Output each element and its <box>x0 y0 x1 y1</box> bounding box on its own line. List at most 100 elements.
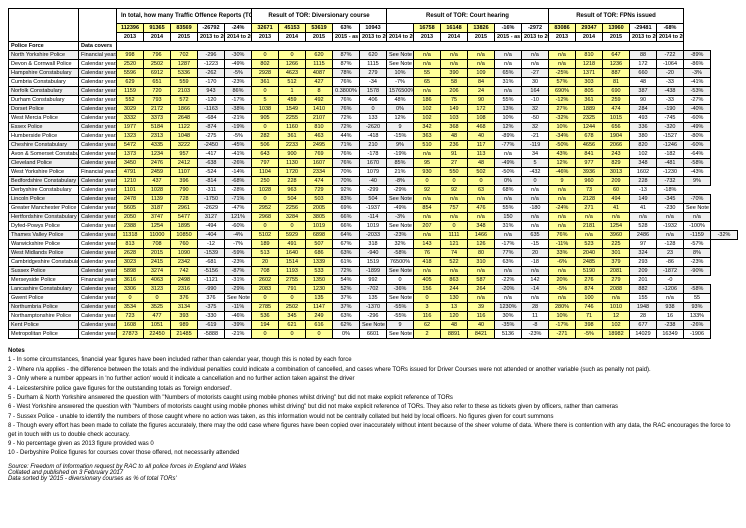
data-covers-cell: Calendar years <box>79 285 117 294</box>
data-cell: 3525 <box>144 303 171 312</box>
data-cell: 87% <box>333 51 360 60</box>
data-cell: 2602 <box>252 276 279 285</box>
data-cell: 21% <box>387 168 414 177</box>
data-cell: -23% <box>684 258 711 267</box>
force-cell: Thames Valley Police <box>9 231 79 240</box>
data-cell: 635 <box>522 231 549 240</box>
table-row: Gwent PoliceCalendar years00376376See No… <box>9 294 738 303</box>
data-cell: n/a <box>657 213 684 222</box>
data-cell: 522 <box>441 258 468 267</box>
data-cell: 2476 <box>144 159 171 168</box>
data-cell: n/a <box>468 60 495 69</box>
data-cell: 3134 <box>171 303 198 312</box>
data-cell: 2233 <box>279 141 306 150</box>
data-cell: 702 <box>171 51 198 60</box>
data-cell: -190 <box>657 105 684 114</box>
data-cell: 14029 <box>630 330 657 339</box>
data-cell: 250 <box>252 177 279 186</box>
data-cell: 70% <box>333 168 360 177</box>
data-cell: 506 <box>252 141 279 150</box>
data-cell: -23% <box>387 231 414 240</box>
data-cell: 27% <box>549 105 576 114</box>
data-cell: 72% <box>333 267 360 276</box>
data-cell: 243 <box>603 150 630 159</box>
note-8: 8 - Though every effort has been made to… <box>8 422 738 439</box>
data-cell: -47% <box>225 204 252 213</box>
data-cell: 2015 <box>144 249 171 258</box>
data-cell: 474 <box>603 105 630 114</box>
data-cell: n/a <box>522 222 549 231</box>
data-cell: 16349 <box>657 330 684 339</box>
data-cell: 63 <box>468 186 495 195</box>
data-cell: 0 <box>279 222 306 231</box>
data-cell: -684 <box>198 114 225 123</box>
data-cell: 629 <box>117 78 144 87</box>
data-cell: 11318 <box>117 231 144 240</box>
data-cell: 5477 <box>171 213 198 222</box>
data-cell: 4087 <box>306 69 333 78</box>
data-cell: -55% <box>387 303 414 312</box>
data-cell: n/a <box>441 267 468 276</box>
data-covers-cell: Calendar years <box>79 258 117 267</box>
data-cell: 1139 <box>144 195 171 204</box>
data-cell: 882 <box>630 285 657 294</box>
data-cell: See Note 8 <box>360 321 387 330</box>
data-covers-cell: Calendar years <box>79 240 117 249</box>
data-cell: 68% <box>495 186 522 195</box>
data-cell: 728 <box>171 195 198 204</box>
data-cell: 3373 <box>144 114 171 123</box>
data-cell: -29% <box>225 285 252 294</box>
data-cell: 1028 <box>144 186 171 195</box>
data-cell: 418 <box>414 258 441 267</box>
data-cell: 210 <box>360 141 387 150</box>
data-cell: -90% <box>684 267 711 276</box>
data-cell: 55 <box>414 69 441 78</box>
data-cell: -1163 <box>198 105 225 114</box>
data-cell: 92 <box>414 186 441 195</box>
data-cell: 708 <box>144 240 171 249</box>
data-cell: 236 <box>441 141 468 150</box>
data-cell: 41 <box>630 204 657 213</box>
data-cell: 390 <box>441 69 468 78</box>
data-cell: -5156 <box>198 267 225 276</box>
data-cell: 0 <box>387 276 414 285</box>
data-cell: 376 <box>198 294 225 303</box>
data-cell: 2325 <box>576 114 603 123</box>
data-covers-cell: Calendar years <box>79 69 117 78</box>
data-cell: 572 <box>171 96 198 105</box>
data-cell: 1019 <box>360 222 387 231</box>
data-cell: 5190 <box>576 267 603 276</box>
force-cell: Lincoln Police <box>9 195 79 204</box>
data-covers-cell: Calendar years <box>79 186 117 195</box>
data-cell: 3127 <box>198 213 225 222</box>
data-cell: -50% <box>549 141 576 150</box>
data-cell: 102 <box>630 150 657 159</box>
table-row: Devon & Cornwall PoliceCalendar years252… <box>9 60 738 69</box>
data-covers-cell: Calendar years <box>79 114 117 123</box>
data-cell: 805 <box>576 87 603 96</box>
data-cell: 249 <box>306 312 333 321</box>
table-row: Sussex PoliceCalendar years58983274742-5… <box>9 267 738 276</box>
column-headers: 2013201420152013 to 2015 % change2014 to… <box>9 33 738 42</box>
data-cell: n/a <box>522 267 549 276</box>
data-cell: 126 <box>468 240 495 249</box>
data-cell: -49% <box>225 60 252 69</box>
data-cell: 406 <box>360 96 387 105</box>
data-cell: -19% <box>387 150 414 159</box>
data-cell: n/a <box>522 213 549 222</box>
data-cell: -49% <box>684 123 711 132</box>
data-cell: -1932 <box>657 222 684 231</box>
data-cell: -17% <box>225 96 252 105</box>
data-cell: 1115 <box>360 60 387 69</box>
data-cell: -2450 <box>198 141 225 150</box>
data-cell: 387 <box>630 87 657 96</box>
data-cell: -178 <box>360 150 387 159</box>
data-cell: -262 <box>198 69 225 78</box>
data-cell: 0 <box>117 294 144 303</box>
data-cell: n/a <box>441 213 468 222</box>
data-cell: -7% <box>225 240 252 249</box>
data-cell: 1608 <box>117 321 144 330</box>
label-row: Police Force Data covers <box>9 42 738 51</box>
data-cell: 0 <box>252 195 279 204</box>
data-cell: 9 <box>387 123 414 132</box>
